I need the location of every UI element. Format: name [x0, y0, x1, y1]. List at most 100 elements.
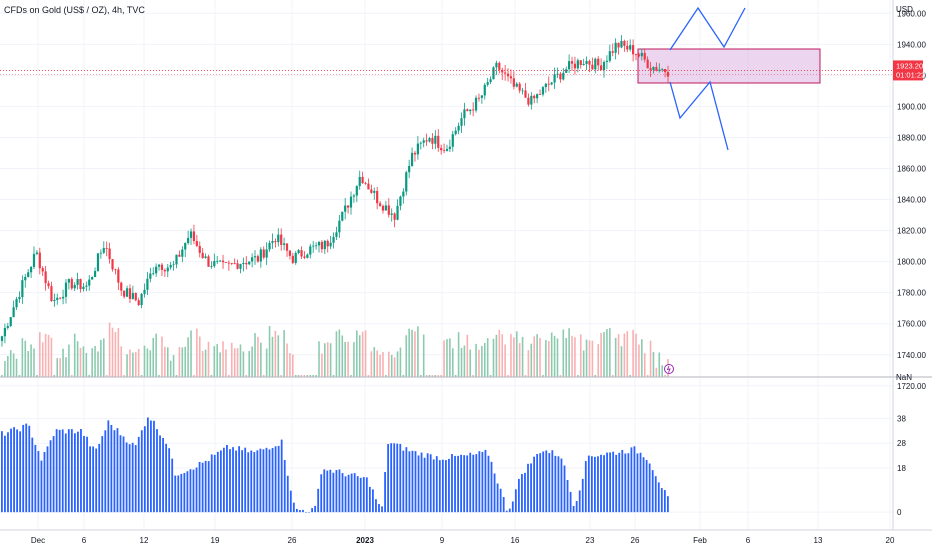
indicator-bar	[292, 502, 295, 513]
candle-body	[44, 271, 47, 284]
volume-bar	[312, 375, 314, 377]
volume-bar	[123, 375, 125, 377]
indicator-bar	[98, 443, 101, 513]
candle-body	[570, 61, 574, 64]
candle-body	[451, 134, 454, 147]
price-axis[interactable]: 1960.001940.001920.001900.001880.001860.…	[897, 9, 926, 390]
candle-body	[515, 83, 518, 87]
candles	[0, 35, 670, 347]
indicator-bar	[250, 450, 253, 513]
time-tick-label: 9	[440, 536, 445, 545]
volume-bar	[65, 357, 67, 377]
volume-bar	[306, 375, 309, 377]
candle-body	[114, 269, 117, 271]
volume-bar	[201, 350, 204, 377]
indicator-bar	[527, 463, 529, 513]
candle-body	[230, 263, 233, 264]
volume-bar	[425, 375, 428, 377]
volume-bar	[646, 375, 649, 377]
indicator-bar	[171, 458, 174, 513]
indicator-bar	[499, 488, 502, 513]
indicator-bar	[314, 505, 317, 513]
indicator-bar	[140, 430, 143, 513]
volume-bar	[521, 336, 524, 377]
target-zone-box[interactable]	[637, 48, 821, 84]
volume-bar	[472, 375, 474, 377]
indicator-bar	[663, 490, 666, 513]
volume-bar	[501, 334, 504, 377]
candle-body	[15, 299, 18, 308]
volume-bar	[329, 343, 332, 377]
candle-body	[204, 256, 207, 258]
last-price-badge	[893, 60, 923, 81]
indicator-bar	[95, 448, 98, 513]
indicator-bar	[174, 475, 177, 513]
indicator-bar	[594, 456, 596, 513]
indicator-bar	[575, 501, 578, 513]
volume-bar	[126, 354, 128, 377]
indicator-bar	[387, 444, 390, 513]
candle-body	[300, 250, 303, 257]
volume-bar	[492, 338, 495, 377]
candle-body	[35, 252, 38, 254]
indicator-bar	[210, 454, 213, 513]
candle-body	[413, 152, 417, 155]
indicator-bar	[618, 452, 621, 513]
indicator-bar	[359, 477, 362, 513]
indicator-bar	[189, 469, 192, 513]
indicator-bar	[10, 428, 12, 513]
volume-bar	[417, 326, 419, 377]
candle-body	[454, 130, 457, 135]
volume-bar	[117, 328, 120, 377]
indicator-bar	[378, 504, 380, 513]
volume-bar	[251, 346, 253, 377]
volume-bar	[105, 375, 108, 377]
price-tick-label: 1960.00	[897, 9, 926, 18]
candle-body	[120, 282, 123, 291]
volume-bar	[271, 336, 274, 377]
candle-body	[390, 213, 393, 215]
alert-icon[interactable]	[664, 364, 674, 374]
volume-bar	[134, 352, 137, 377]
indicator-bar	[393, 443, 396, 513]
volume-bar	[428, 375, 431, 377]
candle-body	[96, 253, 100, 272]
indicator-bar	[530, 463, 532, 513]
volume-bar	[274, 330, 277, 377]
indicator-bar	[119, 435, 122, 513]
candle-body	[576, 60, 579, 69]
candle-body	[396, 205, 399, 220]
candle-body	[277, 234, 280, 243]
indicator-bar	[368, 486, 371, 513]
indicator-bar	[660, 488, 663, 513]
indicator-bar	[110, 424, 113, 513]
time-tick-label: 19	[211, 536, 220, 545]
volume-bar	[414, 331, 416, 377]
bearish-path-arrow[interactable]	[669, 80, 729, 151]
time-tick-label: 6	[82, 536, 87, 545]
indicator-bar	[612, 451, 615, 513]
candle-body	[501, 69, 504, 73]
indicator-axis[interactable]: 38 28 18 0	[897, 415, 906, 518]
indicator-bar	[180, 473, 183, 513]
candle-body	[445, 148, 449, 151]
indicator-bar	[49, 440, 52, 513]
indicator-bar	[642, 457, 645, 513]
forecast-arrows[interactable]	[669, 6, 746, 151]
indicator-bar	[463, 455, 466, 513]
candle-body	[256, 256, 260, 262]
volume-bar	[600, 332, 602, 377]
indicator-bar	[55, 429, 58, 513]
bullish-path-arrow[interactable]	[669, 6, 746, 51]
volume-bar	[556, 338, 559, 377]
time-axis[interactable]: Dec 6 12 19 26 2023 9 16 23 26 Feb 6 13 20	[31, 536, 895, 545]
volume-bar	[399, 347, 402, 377]
candle-body	[344, 205, 347, 212]
indicator-bar	[639, 452, 642, 513]
indicator-bar	[490, 461, 493, 513]
indicator-bar	[548, 453, 551, 513]
price-tick-label: 1860.00	[897, 165, 926, 174]
volume-bar	[315, 375, 317, 377]
indicator-bar	[86, 436, 88, 513]
candle-body	[41, 268, 44, 272]
